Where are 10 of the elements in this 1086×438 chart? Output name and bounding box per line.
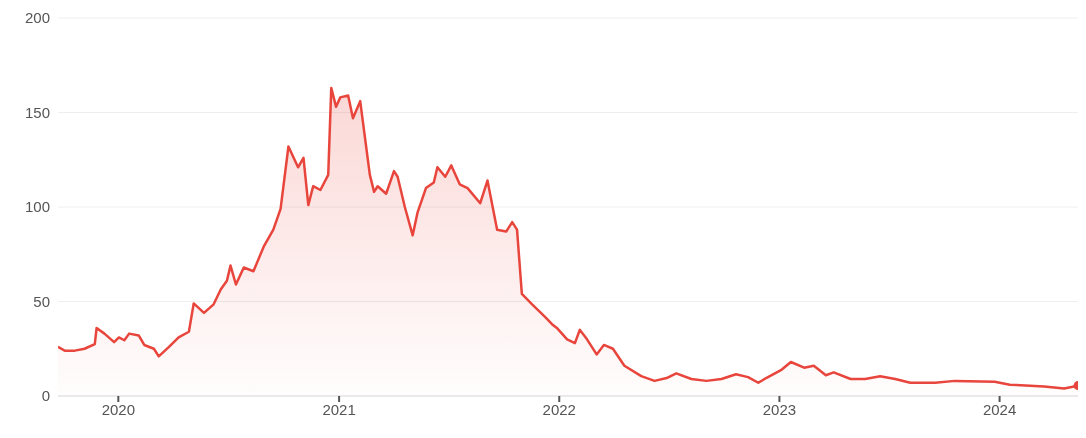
y-tick-label: 150 xyxy=(24,103,50,121)
y-tick-label: 0 xyxy=(41,387,50,405)
y-tick-label: 200 xyxy=(24,9,50,27)
x-tick-label: 2020 xyxy=(101,400,136,418)
x-tick-label: 2022 xyxy=(542,400,576,418)
x-tick-label: 2021 xyxy=(322,400,356,418)
y-tick-label: 50 xyxy=(33,292,50,310)
x-tick-label: 2024 xyxy=(982,400,1017,418)
x-tick-label: 2023 xyxy=(762,400,797,418)
y-tick-label: 100 xyxy=(24,198,50,216)
